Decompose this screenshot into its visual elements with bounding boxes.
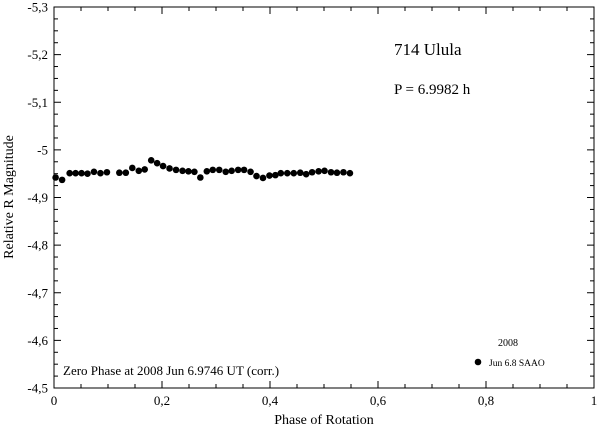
data-point (66, 169, 73, 177)
data-point (52, 174, 59, 181)
data-point (122, 169, 130, 177)
y-axis-ticks: -4,5 -4,6 -4,7 -4,8 -4,9 -5 -5,1 -5,2 -5,3 (27, 0, 594, 396)
data-point (72, 169, 79, 177)
data-point (153, 159, 161, 167)
y-tick-label: -4,9 (27, 190, 48, 205)
data-point (247, 168, 254, 176)
data-point (266, 172, 273, 179)
data-point (141, 166, 149, 173)
x-axis-ticks: 0 0,2 0,4 0,6 0,8 1 (51, 7, 598, 408)
data-point (346, 169, 354, 177)
data-point (135, 167, 143, 175)
data-point (302, 170, 310, 178)
x-tick-label: 0,2 (154, 393, 170, 408)
y-tick-label: -5,1 (27, 95, 48, 110)
x-tick-label: 0,8 (478, 393, 494, 408)
data-point (116, 169, 123, 177)
data-point (321, 167, 328, 175)
zero-phase-annotation: Zero Phase at 2008 Jun 6.9746 UT (corr.) (63, 363, 279, 378)
plot-frame (53, 6, 595, 389)
data-point (209, 166, 217, 174)
data-point (290, 169, 298, 177)
x-tick-label: 1 (591, 393, 598, 408)
legend-entry-label: Jun 6.8 SAAO (489, 359, 545, 369)
y-tick-label: -4,5 (27, 381, 48, 396)
data-point (58, 176, 66, 184)
y-tick-label: -4,8 (27, 238, 48, 253)
data-point (240, 166, 248, 174)
x-tick-label: 0 (51, 393, 58, 408)
data-point (234, 166, 242, 174)
data-point (172, 166, 180, 174)
data-point (191, 168, 198, 176)
data-point (228, 167, 235, 175)
data-point (129, 164, 136, 172)
y-tick-label: -5,3 (27, 0, 48, 15)
data-point (78, 169, 85, 177)
data-point (296, 169, 304, 177)
data-point (222, 168, 230, 176)
data-point (259, 174, 267, 182)
chart-title: 714 Ulula (394, 40, 462, 59)
data-point (159, 162, 167, 170)
data-point (327, 168, 335, 176)
x-tick-label: 0,6 (370, 393, 387, 408)
y-tick-label: -5 (37, 142, 48, 157)
legend-title: 2008 (498, 338, 518, 349)
y-tick-label: -4,7 (27, 285, 48, 300)
data-point (84, 170, 91, 177)
x-axis-label: Phase of Rotation (274, 413, 374, 427)
data-point (272, 171, 279, 179)
data-point (97, 169, 104, 177)
data-point (147, 157, 155, 164)
data-point (340, 168, 347, 176)
data-point (203, 168, 211, 175)
data-point (308, 168, 316, 176)
data-point (253, 172, 260, 180)
data-point (283, 169, 291, 177)
data-point (215, 166, 223, 174)
data-point (166, 165, 173, 172)
data-point (315, 168, 322, 175)
data-point (185, 168, 192, 175)
period-label: P = 6.9982 h (394, 82, 471, 98)
data-point (197, 174, 204, 181)
y-tick-label: -4,6 (27, 333, 48, 348)
y-tick-label: -5,2 (27, 47, 48, 62)
legend-marker (474, 358, 482, 366)
data-point (103, 168, 111, 176)
data-points (52, 157, 354, 184)
x-tick-label: 0,4 (262, 393, 279, 408)
data-point (90, 168, 98, 176)
data-point (277, 169, 285, 177)
y-axis-label: Relative R Magnitude (2, 135, 17, 259)
data-point (179, 167, 186, 175)
data-point (333, 169, 341, 177)
